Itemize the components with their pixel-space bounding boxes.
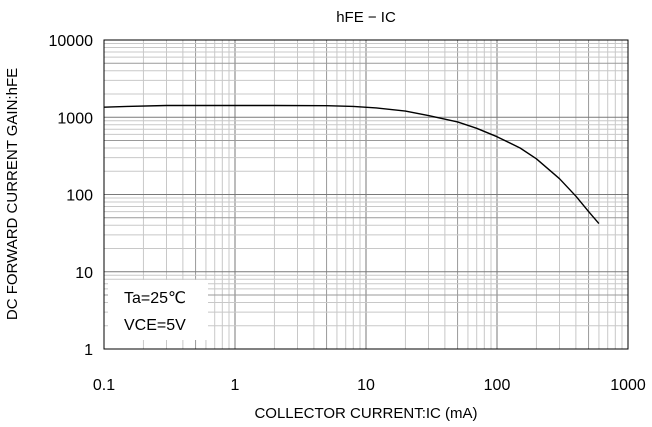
y-axis-label: DC FORWARD CURRENT GAIN:hFE <box>4 68 21 320</box>
chart-title: hFE − IC <box>336 9 396 26</box>
y-tick-label: 1000 <box>57 110 93 127</box>
annotation-vce: VCE=5V <box>124 317 186 334</box>
x-tick-label: 1 <box>231 377 240 394</box>
y-tick-label: 10 <box>75 265 93 282</box>
x-tick-label: 100 <box>484 377 511 394</box>
x-tick-label: 10 <box>357 377 375 394</box>
annotation-temperature: Ta=25℃ <box>124 290 186 307</box>
series-line-hfe <box>103 104 600 225</box>
x-tick-label: 0.1 <box>93 377 115 394</box>
grid <box>104 40 628 349</box>
x-tick-labels: 0.1 1 10 100 1000 <box>93 377 646 394</box>
y-tick-label: 100 <box>66 188 93 205</box>
series-layer <box>103 104 600 225</box>
y-tick-label: 1 <box>84 342 93 359</box>
annotation-box <box>108 280 208 340</box>
y-tick-labels: 1 10 100 1000 10000 <box>49 33 94 359</box>
x-tick-label: 1000 <box>610 377 646 394</box>
plot-area-frame <box>103 39 629 350</box>
x-axis-label: COLLECTOR CURRENT:IC (mA) <box>254 405 477 422</box>
y-tick-label: 10000 <box>49 33 94 50</box>
